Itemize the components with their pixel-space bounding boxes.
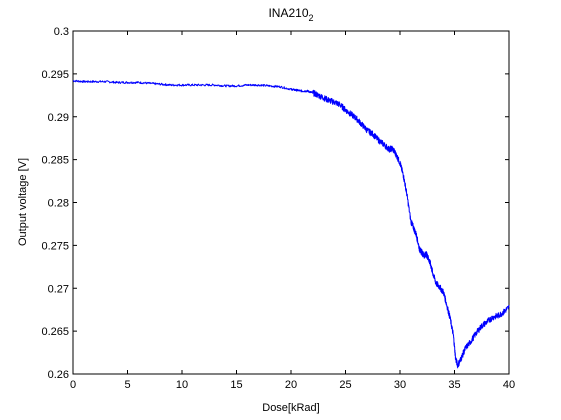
chart-title: INA2102 xyxy=(268,6,313,23)
y-tick-label: 0.26 xyxy=(48,369,69,381)
x-tick-label: 40 xyxy=(503,379,515,391)
x-tick-label: 10 xyxy=(176,379,188,391)
series-line-0 xyxy=(72,79,510,369)
y-tick-label: 0.275 xyxy=(41,240,69,252)
x-axis-ticks: 0 5 10 15 20 25 30 35 40 xyxy=(70,31,515,391)
x-tick-label: 0 xyxy=(70,379,76,391)
y-axis-title: Output voltage [V] xyxy=(17,158,29,246)
x-tick-label: 30 xyxy=(394,379,406,391)
x-tick-label: 15 xyxy=(230,379,242,391)
y-tick-label: 0.29 xyxy=(48,112,69,124)
y-tick-label: 0.285 xyxy=(41,155,69,167)
x-tick-label: 25 xyxy=(339,379,351,391)
chart-title-subscript: 2 xyxy=(309,13,314,23)
plot-area: 0 5 10 15 20 25 30 35 40 0.260.2650.270.2750.280… xyxy=(41,26,515,391)
y-axis-ticks: 0.26 0.265 0.27 0.275 0.28 0.285 0.29 0.295 0.3 xyxy=(41,26,509,381)
y-tick-label: 0.265 xyxy=(41,326,69,338)
series-layer xyxy=(72,79,510,369)
x-tick-label: 20 xyxy=(285,379,297,391)
x-tick-label: 5 xyxy=(124,379,130,391)
x-tick-label: 35 xyxy=(448,379,460,391)
y-tick-label: 0.28 xyxy=(48,198,69,210)
y-tick-label: 0.295 xyxy=(41,69,69,81)
x-axis-title: Dose[kRad] xyxy=(262,402,319,414)
y-tick-label: 0.27 xyxy=(48,283,69,295)
y-tick-label: 0.3 xyxy=(54,26,69,38)
